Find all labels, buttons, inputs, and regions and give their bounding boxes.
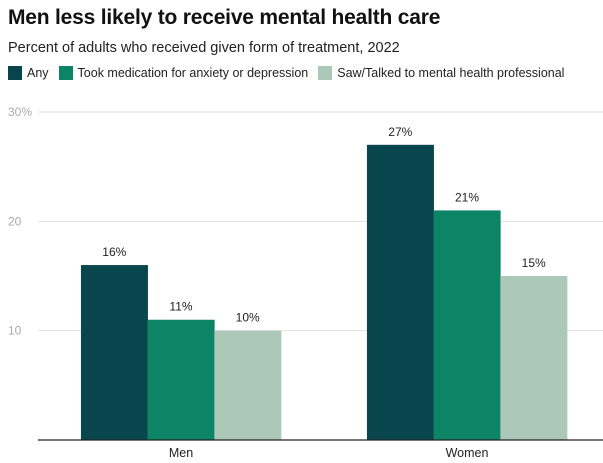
data-label: 11% [169, 300, 192, 314]
legend-item-professional: Saw/Talked to mental health professional [318, 66, 564, 80]
legend-swatch [58, 66, 73, 80]
x-category-label: Men [169, 446, 193, 460]
bar-women-1 [433, 210, 501, 440]
data-label: 16% [102, 245, 126, 259]
bar-women-2 [500, 276, 568, 440]
x-category-label: Women [446, 446, 489, 460]
legend: Any Took medication for anxiety or depre… [8, 66, 574, 80]
data-label: 15% [522, 256, 546, 270]
bar-men-0 [80, 265, 148, 440]
legend-label: Saw/Talked to mental health professional [337, 66, 565, 80]
bar-women-0 [366, 144, 434, 441]
data-label: 10% [236, 311, 260, 325]
legend-swatch [8, 66, 22, 80]
legend-item-medication: Took medication for anxiety or depressio… [58, 66, 309, 80]
y-tick-label: 30% [8, 105, 32, 119]
chart-title: Men less likely to receive mental health… [8, 6, 441, 29]
legend-label: Any [27, 66, 49, 80]
y-tick-label: 10 [8, 324, 22, 338]
data-label: 27% [388, 125, 412, 139]
data-label: 21% [455, 190, 479, 204]
legend-label: Took medication for anxiety or depressio… [77, 66, 309, 80]
legend-swatch [318, 66, 333, 80]
y-tick-label: 20 [8, 214, 22, 228]
legend-item-any: Any [8, 66, 49, 80]
bar-men-2 [214, 330, 282, 440]
bar-men-1 [147, 319, 215, 440]
chart-subtitle: Percent of adults who received given for… [8, 40, 400, 56]
